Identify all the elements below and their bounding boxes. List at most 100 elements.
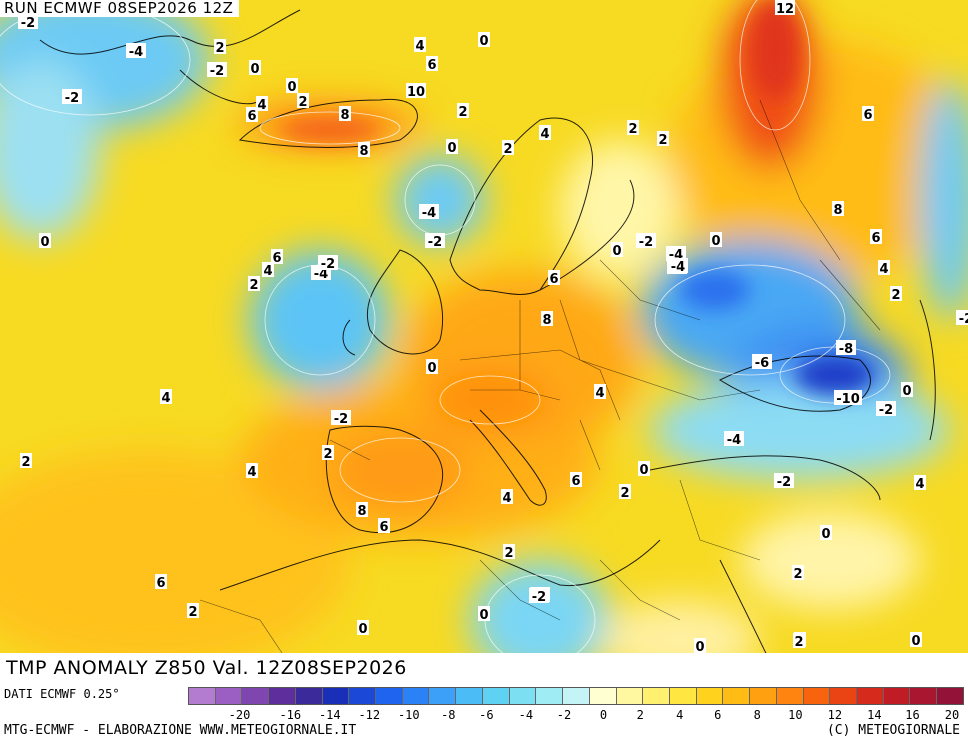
legend-swatch <box>830 688 857 704</box>
contour-value-label: 0 <box>39 233 51 250</box>
legend-tick-label: 20 <box>944 708 960 722</box>
contour-value-label: 4 <box>414 37 426 54</box>
legend-swatch <box>856 688 884 704</box>
svg-text:8: 8 <box>833 203 842 218</box>
coastline-north-africa <box>219 539 661 591</box>
contour-value-label: 6 <box>246 107 258 124</box>
contour-value-label: 2 <box>297 93 309 110</box>
svg-text:6: 6 <box>156 576 165 591</box>
legend-swatch <box>429 688 457 704</box>
svg-text:-2: -2 <box>321 257 335 272</box>
contour-value-label: -10 <box>834 390 862 407</box>
contour-value-label: 0 <box>901 382 913 399</box>
legend-swatch <box>750 688 777 704</box>
cold-area-atlantic-north <box>0 60 100 240</box>
legend-tick-label: 10 <box>788 708 803 722</box>
contour-value-label: 4 <box>501 489 513 506</box>
legend-swatch <box>536 688 564 704</box>
contour-value-label: 4 <box>256 96 268 113</box>
svg-text:0: 0 <box>711 234 720 249</box>
anomaly-cores <box>280 0 875 395</box>
color-legend-bar <box>188 687 964 705</box>
svg-text:4: 4 <box>161 391 170 406</box>
contour-value-label: 2 <box>619 484 631 501</box>
border-lines <box>199 99 881 681</box>
contour-value-label: 12 <box>775 0 795 17</box>
contour-value-label: 0 <box>478 32 490 49</box>
legend-swatch <box>643 688 670 704</box>
svg-text:4: 4 <box>415 39 424 54</box>
svg-text:2: 2 <box>620 486 629 501</box>
contour-value-label: 6 <box>426 56 438 73</box>
svg-text:0: 0 <box>911 634 920 649</box>
svg-text:4: 4 <box>879 262 888 277</box>
coastline-british-isles <box>342 249 444 356</box>
svg-text:-2: -2 <box>879 403 893 418</box>
svg-text:0: 0 <box>612 244 621 259</box>
legend-tick-label: -12 <box>358 708 381 722</box>
contour-value-label: -4 <box>724 431 744 448</box>
svg-text:-4: -4 <box>129 45 143 60</box>
svg-text:2: 2 <box>249 278 258 293</box>
svg-text:6: 6 <box>427 58 436 73</box>
legend-swatch <box>563 688 590 704</box>
svg-text:6: 6 <box>272 251 281 266</box>
contour-value-label: 8 <box>339 106 351 123</box>
svg-text:6: 6 <box>549 272 558 287</box>
legend-swatch <box>189 688 216 704</box>
color-legend-ticks: -20 -16 -14 -12 -10 -8 -6 -4 -2 0 2 4 6 8 10 12 14 16 20 <box>188 708 964 722</box>
svg-text:-10: -10 <box>836 392 860 407</box>
cold-area-norway <box>395 155 485 245</box>
svg-text:4: 4 <box>263 264 272 279</box>
contour-value-label: 0 <box>611 242 623 259</box>
legend-tick-label: -8 <box>441 708 456 722</box>
legend-swatch <box>349 688 377 704</box>
svg-text:2: 2 <box>891 288 900 303</box>
svg-text:-2: -2 <box>532 590 546 605</box>
map-title: TMP ANOMALY Z850 Val. 12Z08SEP2026 <box>0 653 968 683</box>
svg-text:0: 0 <box>250 62 259 77</box>
legend-swatch <box>803 688 831 704</box>
contour-value-label: 0 <box>426 359 438 376</box>
contour-value-label: 2 <box>187 603 199 620</box>
contour-value-label: 2 <box>792 565 804 582</box>
svg-text:0: 0 <box>358 622 367 637</box>
cool-area-middle-east <box>740 510 920 610</box>
svg-text:-8: -8 <box>839 342 853 357</box>
contour-value-label: 4 <box>594 384 606 401</box>
coastline-iberia <box>325 425 444 534</box>
legend-swatch <box>322 688 350 704</box>
contour-value-label: 0 <box>910 632 922 649</box>
contour-value-label: -4 <box>126 43 146 60</box>
svg-text:-4: -4 <box>727 433 741 448</box>
legend-swatch <box>589 688 617 704</box>
svg-text:6: 6 <box>863 108 872 123</box>
legend-swatch <box>215 688 243 704</box>
svg-text:0: 0 <box>639 463 648 478</box>
contour-value-label: 2 <box>502 140 514 157</box>
contour-value-label: 8 <box>832 201 844 218</box>
country-borders <box>199 99 881 681</box>
svg-text:2: 2 <box>298 95 307 110</box>
contour-value-label: -4 <box>668 258 688 275</box>
svg-text:-4: -4 <box>314 267 328 282</box>
contour-value-label: 6 <box>870 229 882 246</box>
svg-text:8: 8 <box>359 144 368 159</box>
svg-text:-2: -2 <box>959 312 968 327</box>
legend-tick-label: 8 <box>753 708 761 722</box>
legend-swatch <box>669 688 697 704</box>
legend-swatch <box>696 688 724 704</box>
legend-tick-label: 4 <box>676 708 684 722</box>
contour-value-label: 4 <box>878 260 890 277</box>
svg-text:10: 10 <box>407 85 425 100</box>
contour-value-label: -2 <box>425 233 445 250</box>
contour-value-label: 2 <box>627 120 639 137</box>
coastline-iceland <box>238 98 418 148</box>
coastline-black-sea <box>718 355 871 412</box>
legend-swatch <box>402 688 430 704</box>
footer: DATI ECMWF 0.25° -20 -16 -14 -12 -10 -8 -6 -4 -2… <box>0 683 968 745</box>
svg-text:2: 2 <box>21 455 30 470</box>
svg-text:4: 4 <box>247 465 256 480</box>
legend-swatch <box>910 688 938 704</box>
contour-value-label: 2 <box>657 131 669 148</box>
